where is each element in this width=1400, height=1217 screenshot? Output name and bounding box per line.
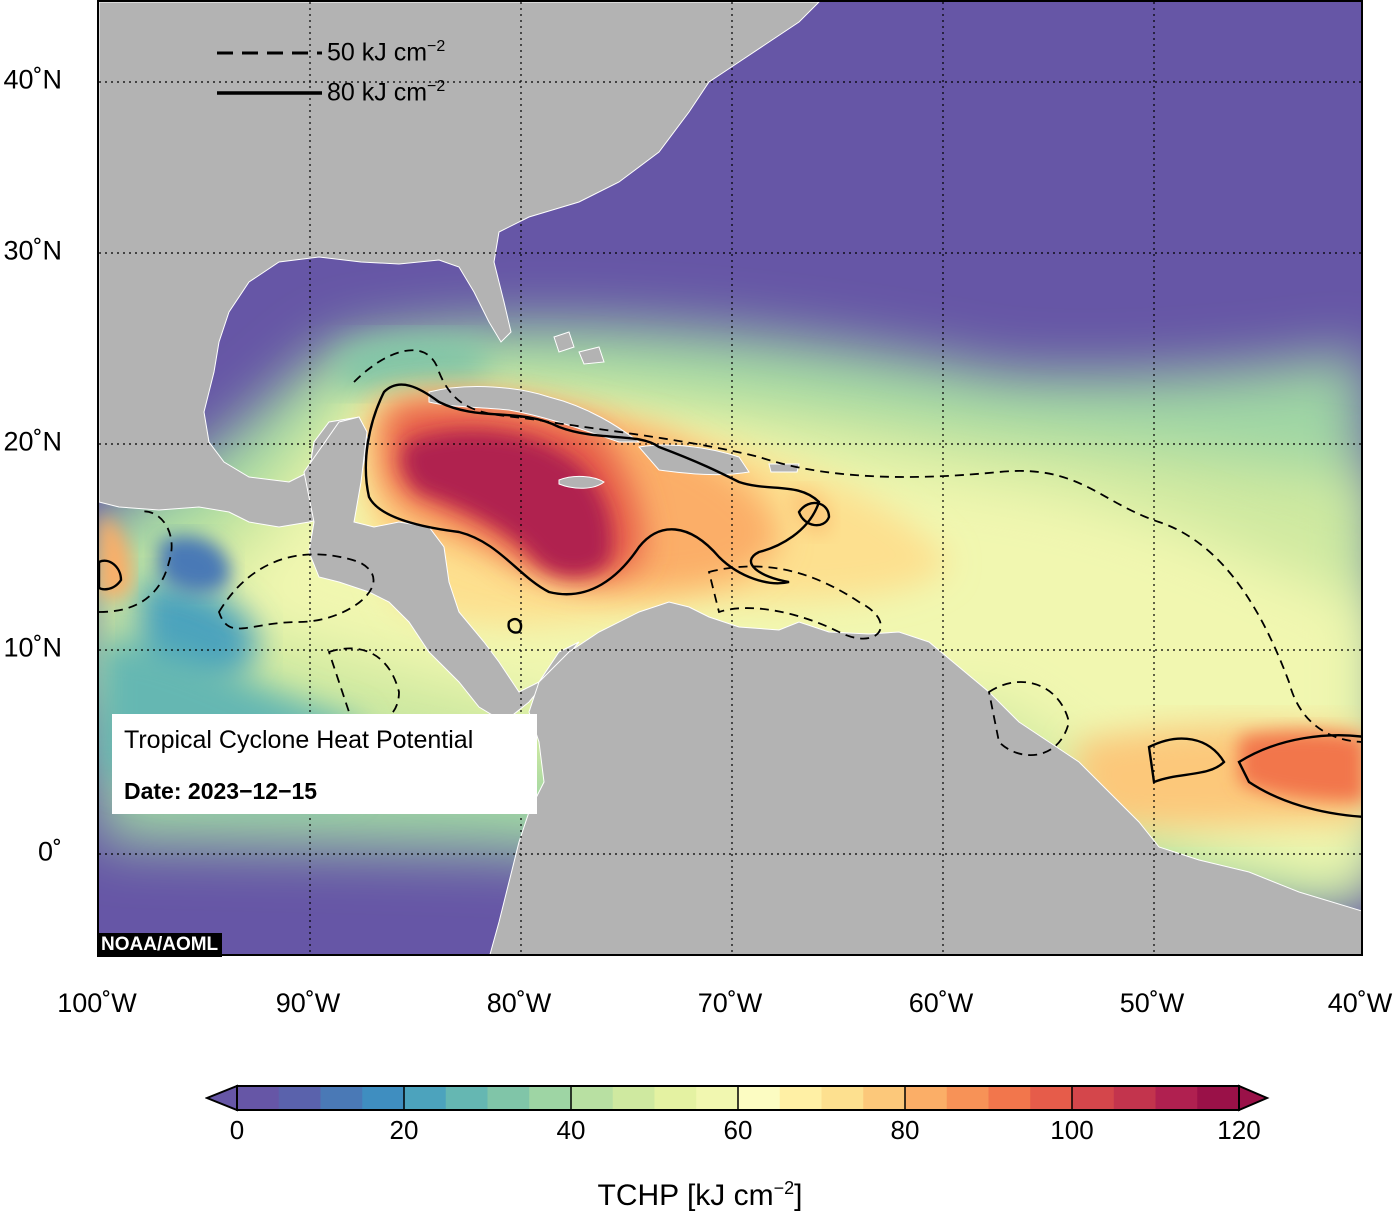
colorbar-tick-20: 20: [389, 1115, 419, 1145]
jamaica-land: [558, 475, 605, 489]
colorbar-segment-65: [779, 1086, 822, 1110]
colorbar-segment-105: [1113, 1086, 1156, 1110]
colorbar-title: TCHP [kJ cm−2]: [597, 1178, 803, 1212]
colorbar-tick-80: 80: [890, 1115, 920, 1145]
credit-badge: NOAA/AOML: [97, 933, 223, 957]
lon-label-70: 70˚W: [697, 988, 763, 1018]
lon-label-90: 90˚W: [275, 988, 341, 1018]
lat-label-40: 40˚N: [3, 64, 62, 95]
colorbar-segment-95: [1030, 1086, 1073, 1110]
date-label: Date:: [124, 778, 182, 804]
lon-label-40: 40˚W: [1327, 988, 1393, 1018]
colorbar-segment-0: [237, 1086, 280, 1110]
central-america-land: [303, 416, 580, 723]
colorbar-segment-75: [863, 1086, 906, 1110]
colorbar-tick-100: 100: [1050, 1115, 1094, 1145]
map-title: Tropical Cyclone Heat Potential: [124, 726, 474, 754]
contour-50: [99, 349, 1361, 756]
colorbar-segment-5: [278, 1086, 321, 1110]
colorbar-segment-110: [1155, 1086, 1198, 1110]
colorbar-segment-55: [696, 1086, 739, 1110]
colorbar-segment-70: [821, 1086, 864, 1110]
colorbar-segment-20: [404, 1086, 447, 1110]
dashed-line-icon: [217, 51, 322, 55]
legend-label-50: 50 kJ cm−2: [327, 38, 446, 67]
colorbar-tick-60: 60: [723, 1115, 753, 1145]
colorbar-segment-35: [529, 1086, 572, 1110]
lon-label-50: 50˚W: [1119, 988, 1185, 1018]
colorbar-segment-100: [1072, 1086, 1115, 1110]
colorbar-segment-30: [487, 1086, 530, 1110]
bahamas-land: [553, 331, 605, 365]
colorbar-segment-90: [988, 1086, 1031, 1110]
date-row: Date: 2023−12−15: [124, 778, 317, 805]
colorbar-segment-85: [946, 1086, 989, 1110]
colorbar-segment-40: [571, 1086, 614, 1110]
colorbar-tick-120: 120: [1217, 1115, 1261, 1145]
legend-entry-dashed: 50 kJ cm−2: [217, 38, 445, 67]
colorbar-segment-115: [1197, 1086, 1240, 1110]
colorbar-segment-60: [738, 1086, 781, 1110]
colorbar-max-arrow: [1238, 1084, 1270, 1112]
legend-label-80: 80 kJ cm−2: [327, 78, 446, 107]
lat-label-30: 30˚N: [3, 235, 62, 266]
date-value: 2023−12−15: [187, 778, 318, 804]
puerto-rico-land: [768, 463, 800, 473]
legend-entry-solid: 80 kJ cm−2: [217, 78, 445, 107]
colorbar-min-arrow: [205, 1084, 238, 1112]
colorbar-segment-45: [612, 1086, 655, 1110]
colorbar-segment-15: [362, 1086, 405, 1110]
contour-80: [99, 383, 1361, 818]
lat-label-0: 0˚: [37, 836, 62, 867]
solid-line-icon: [217, 90, 322, 95]
lat-label-20: 20˚N: [3, 426, 62, 457]
colorbar-segment-25: [445, 1086, 488, 1110]
colorbar-segment-80: [905, 1086, 948, 1110]
lon-label-100: 100˚W: [57, 988, 137, 1018]
lon-label-80: 80˚W: [486, 988, 552, 1018]
south-america-land: [489, 601, 1361, 954]
colorbar-tick-0: 0: [229, 1115, 245, 1145]
gridlines: [99, 2, 1361, 954]
colorbar: [205, 1084, 1270, 1112]
colorbar-tick-40: 40: [556, 1115, 586, 1145]
lon-label-60: 60˚W: [908, 988, 974, 1018]
lat-label-10: 10˚N: [3, 632, 62, 663]
colorbar-segment-10: [320, 1086, 363, 1110]
colorbar-segment-50: [654, 1086, 697, 1110]
land: [99, 2, 1361, 954]
title-panel: Tropical Cyclone Heat Potential Date: 20…: [112, 714, 537, 814]
